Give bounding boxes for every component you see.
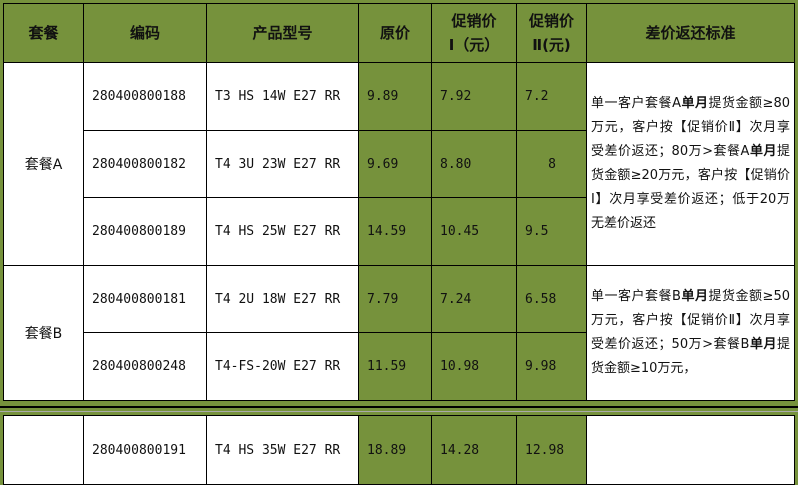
promo-price-1: 10.45 xyxy=(431,197,517,266)
promo-price-2: 7.2 xyxy=(516,62,587,131)
original-price: 14.59 xyxy=(358,197,432,266)
promo-price-2: 9.98 xyxy=(516,332,587,401)
package-name-empty xyxy=(3,415,84,485)
rebate-standard-text: 单一客户套餐A单月提货金额≥80万元，客户按【促销价Ⅱ】次月享受差价返还；80万… xyxy=(591,96,790,231)
header-model: 产品型号 xyxy=(206,3,359,63)
promo-price-1: 7.24 xyxy=(431,265,517,333)
product-code: 280400800191 xyxy=(83,415,207,485)
package-name: 套餐A xyxy=(3,62,84,266)
header-code: 编码 xyxy=(83,3,207,63)
header-original-price: 原价 xyxy=(358,3,432,63)
promo-price-1: 7.92 xyxy=(431,62,517,131)
header-package: 套餐 xyxy=(3,3,84,63)
original-price: 11.59 xyxy=(358,332,432,401)
header-promo-price-1: 促销价 Ⅰ（元） xyxy=(431,3,517,63)
header-promo-price-2: 促销价 Ⅱ(元) xyxy=(516,3,587,63)
promo-price-2: 6.58 xyxy=(516,265,587,333)
product-model: T4 HS 25W E27 RR xyxy=(206,197,359,266)
page-break-line xyxy=(0,406,798,408)
rebate-standard-cell: 单一客户套餐B单月提货金额≥50万元，客户按【促销价Ⅱ】次月享受差价返还；50万… xyxy=(586,265,795,401)
original-price: 18.89 xyxy=(358,415,432,485)
original-price: 9.89 xyxy=(358,62,432,131)
package-name: 套餐B xyxy=(3,265,84,401)
product-model: T4-FS-20W E27 RR xyxy=(206,332,359,401)
product-model: T4 2U 18W E27 RR xyxy=(206,265,359,333)
promo-price-1: 14.28 xyxy=(431,415,517,485)
page-break-line xyxy=(0,411,798,412)
product-code: 280400800248 xyxy=(83,332,207,401)
promo-price-1: 8.80 xyxy=(431,130,517,198)
rebate-standard-empty xyxy=(586,415,795,485)
rebate-standard-text: 单一客户套餐B单月提货金额≥50万元，客户按【促销价Ⅱ】次月享受差价返还；50万… xyxy=(591,289,790,376)
rebate-standard-cell: 单一客户套餐A单月提货金额≥80万元，客户按【促销价Ⅱ】次月享受差价返还；80万… xyxy=(586,62,795,266)
promo-price-2: 8 xyxy=(516,130,587,198)
product-code: 280400800182 xyxy=(83,130,207,198)
product-model: T4 HS 35W E27 RR xyxy=(206,415,359,485)
promo-price-2: 9.5 xyxy=(516,197,587,266)
product-code: 280400800188 xyxy=(83,62,207,131)
product-code: 280400800181 xyxy=(83,265,207,333)
original-price: 9.69 xyxy=(358,130,432,198)
promo-price-2: 12.98 xyxy=(516,415,587,485)
product-model: T4 3U 23W E27 RR xyxy=(206,130,359,198)
product-code: 280400800189 xyxy=(83,197,207,266)
original-price: 7.79 xyxy=(358,265,432,333)
header-rebate-standard: 差价返还标准 xyxy=(586,3,795,63)
promo-price-1: 10.98 xyxy=(431,332,517,401)
product-model: T3 HS 14W E27 RR xyxy=(206,62,359,131)
